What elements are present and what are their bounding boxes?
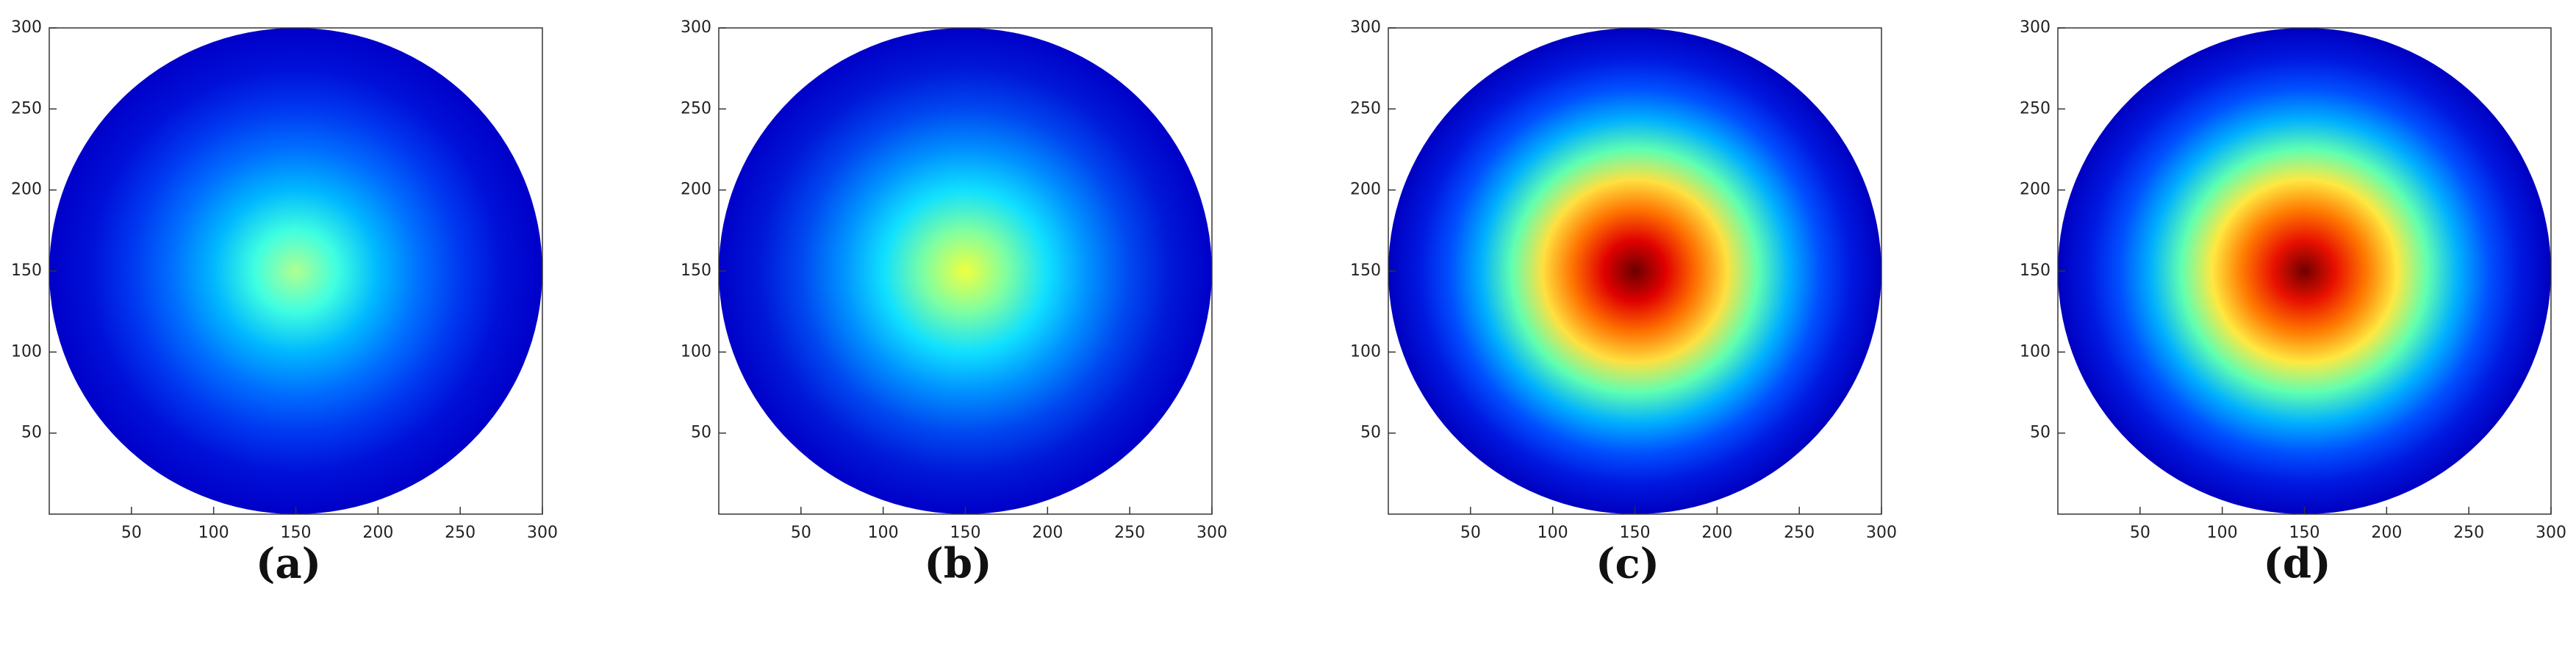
y-tick-label: 50 xyxy=(21,424,42,442)
y-tick-label: 50 xyxy=(691,424,711,442)
y-tick-label: 100 xyxy=(681,342,711,361)
y-tick-label: 100 xyxy=(2020,342,2051,361)
x-tick-label: 200 xyxy=(1701,524,1732,542)
y-tick-label: 300 xyxy=(1350,18,1381,37)
x-tick-label: 50 xyxy=(1460,524,1481,542)
x-tick-label: 150 xyxy=(950,524,981,542)
x-tick-label: 200 xyxy=(2371,524,2402,542)
x-tick-label: 250 xyxy=(445,524,476,542)
y-tick-label: 150 xyxy=(2020,261,2051,280)
x-tick-label: 150 xyxy=(2289,524,2320,542)
y-tick-label: 300 xyxy=(11,18,42,37)
x-tick-label: 250 xyxy=(1114,524,1145,542)
x-tick-label: 300 xyxy=(527,524,558,542)
x-tick-label: 250 xyxy=(1784,524,1815,542)
panel-caption: (c) xyxy=(1596,540,1660,588)
heat-map xyxy=(49,28,542,514)
y-tick-label: 150 xyxy=(11,261,42,280)
x-tick-label: 250 xyxy=(2453,524,2484,542)
x-tick-label: 300 xyxy=(1196,524,1227,542)
y-tick-label: 250 xyxy=(681,99,711,118)
x-tick-label: 150 xyxy=(281,524,312,542)
y-tick-label: 150 xyxy=(681,261,711,280)
heat-map xyxy=(1388,28,1881,514)
x-tick-label: 200 xyxy=(362,524,393,542)
panel-caption: (b) xyxy=(924,540,991,588)
y-tick-label: 200 xyxy=(681,181,711,199)
y-tick-label: 200 xyxy=(1350,181,1381,199)
x-tick-label: 50 xyxy=(121,524,142,542)
x-tick-label: 100 xyxy=(2207,524,2238,542)
x-tick-label: 300 xyxy=(2536,524,2566,542)
panel-caption: (d) xyxy=(2263,540,2331,588)
y-tick-label: 250 xyxy=(2020,99,2051,118)
y-tick-label: 100 xyxy=(11,342,42,361)
y-tick-label: 200 xyxy=(2020,181,2051,199)
panel-caption: (a) xyxy=(256,540,321,588)
x-tick-label: 100 xyxy=(868,524,899,542)
x-tick-label: 50 xyxy=(791,524,811,542)
y-tick-label: 300 xyxy=(681,18,711,37)
y-tick-label: 200 xyxy=(11,181,42,199)
x-tick-label: 100 xyxy=(198,524,229,542)
y-tick-label: 50 xyxy=(2030,424,2051,442)
x-tick-label: 100 xyxy=(1538,524,1568,542)
x-tick-label: 200 xyxy=(1032,524,1063,542)
y-tick-label: 100 xyxy=(1350,342,1381,361)
y-tick-label: 250 xyxy=(11,99,42,118)
x-tick-label: 150 xyxy=(1620,524,1651,542)
y-tick-label: 150 xyxy=(1350,261,1381,280)
y-tick-label: 50 xyxy=(1360,424,1381,442)
y-tick-label: 300 xyxy=(2020,18,2051,37)
heat-map xyxy=(2058,28,2551,514)
heat-map xyxy=(719,28,1212,514)
x-tick-label: 300 xyxy=(1866,524,1897,542)
y-tick-label: 250 xyxy=(1350,99,1381,118)
x-tick-label: 50 xyxy=(2130,524,2150,542)
